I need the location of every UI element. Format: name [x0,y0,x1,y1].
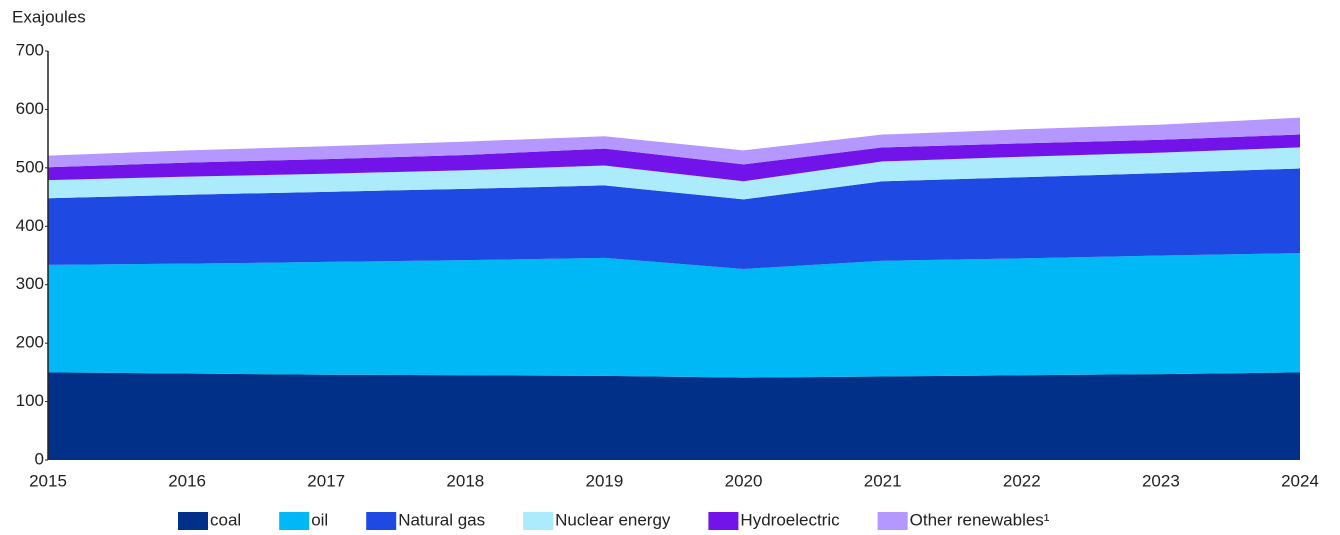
y-tick-label: 300 [16,274,44,293]
x-tick-label: 2024 [1281,471,1319,490]
y-axis-label: Exajoules [12,7,86,26]
legend-swatch [366,512,397,530]
legend-label: Other renewables¹ [910,510,1050,529]
legend-label: Natural gas [398,510,485,529]
area [48,253,1300,378]
legend-label: oil [311,510,328,529]
legend-label: Nuclear energy [555,510,671,529]
legend-label: Hydroelectric [740,510,840,529]
y-tick-label: 700 [16,40,44,59]
legend-swatch [279,512,310,530]
x-tick-label: 2023 [1142,471,1180,490]
x-tick-label: 2017 [307,471,345,490]
x-tick-label: 2018 [446,471,484,490]
legend-label: coal [210,510,241,529]
legend-swatch [523,512,554,530]
area [48,117,1300,168]
legend-swatch [877,512,908,530]
legend-swatch [708,512,739,530]
x-tick-label: 2022 [1003,471,1041,490]
x-tick-label: 2021 [864,471,902,490]
y-tick-label: 600 [16,99,44,118]
x-tick-label: 2019 [586,471,624,490]
legend-swatch [178,512,208,530]
y-tick-label: 0 [35,449,44,468]
y-tick-label: 100 [16,391,44,410]
x-tick-label: 2020 [725,471,763,490]
x-tick-label: 2016 [168,471,206,490]
area [48,134,1300,182]
area [48,168,1300,269]
y-tick-label: 500 [16,157,44,176]
x-tick-label: 2015 [29,471,67,490]
y-tick-label: 200 [16,333,44,352]
area [48,372,1300,460]
area [48,147,1300,200]
y-tick-label: 400 [16,216,44,235]
